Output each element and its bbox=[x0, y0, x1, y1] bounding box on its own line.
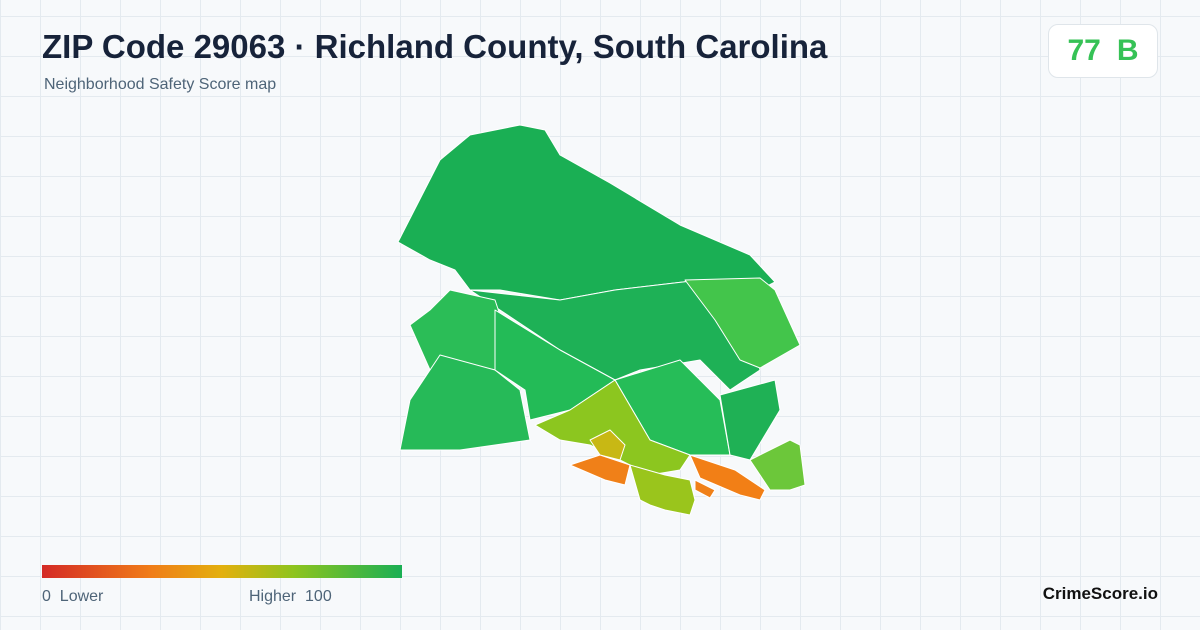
region bbox=[494, 309, 616, 421]
neighborhoods bbox=[397, 124, 806, 516]
region bbox=[689, 454, 766, 501]
region bbox=[749, 439, 806, 491]
region bbox=[719, 379, 781, 461]
legend-min-label: Lower bbox=[59, 588, 104, 605]
region bbox=[589, 429, 626, 461]
legend-min-value: 0 bbox=[42, 588, 51, 605]
legend-max: Higher 100 bbox=[249, 588, 332, 606]
score: 77 bbox=[1067, 34, 1101, 67]
region bbox=[694, 479, 716, 499]
region bbox=[397, 124, 776, 301]
legend-max-label: Higher bbox=[249, 588, 297, 605]
grade: B bbox=[1116, 34, 1139, 67]
region bbox=[409, 289, 506, 371]
legend-gradient bbox=[42, 565, 402, 578]
subtitle: Neighborhood Safety Score map bbox=[44, 76, 277, 93]
score-badge: 77 B bbox=[1048, 24, 1158, 78]
legend-max-value: 100 bbox=[305, 588, 332, 605]
legend-min: 0 Lower bbox=[42, 588, 103, 606]
region bbox=[569, 454, 631, 486]
title: ZIP Code 29063 · Richland County, South … bbox=[42, 28, 828, 65]
region bbox=[629, 464, 696, 516]
region bbox=[684, 277, 801, 369]
brand: CrimeScore.io bbox=[1042, 584, 1158, 603]
region bbox=[399, 354, 531, 451]
